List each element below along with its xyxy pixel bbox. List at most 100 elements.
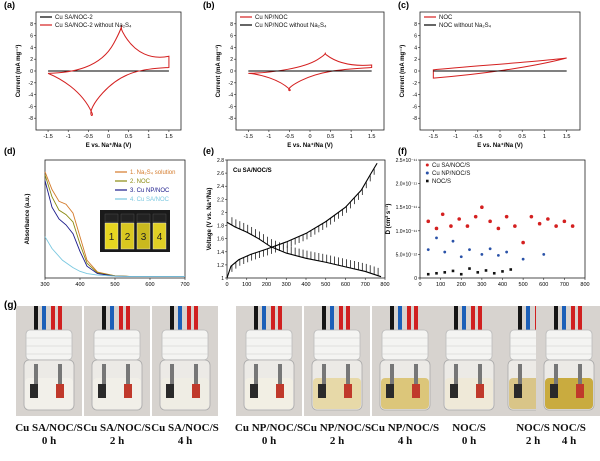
scatter-point (488, 247, 492, 251)
scatter-point (465, 224, 470, 228)
x-tick-label: 800 (580, 282, 589, 288)
scatter-point (426, 219, 431, 224)
scatter-point (505, 250, 509, 254)
y-tick-label: 1.8 (217, 224, 224, 230)
scatter-point (443, 250, 447, 254)
scatter-point (546, 217, 550, 221)
x-tick-label: 0 (107, 134, 110, 140)
cell-photo (236, 306, 302, 416)
chart-f: (f) 0 100 200 300 400 500 600 700 800 0 5.0×10⁻¹² 1.… (385, 146, 590, 288)
scatter-point (468, 267, 471, 270)
y-tick-label: 6 (414, 34, 417, 40)
x-tick-label: 200 (262, 282, 271, 288)
x-tick-label: 200 (457, 282, 466, 288)
x-tick-label: 700 (361, 282, 370, 288)
x-tick-label: 500 (110, 282, 119, 288)
y-tick-label: 0 (230, 69, 233, 75)
x-tick-label: 600 (145, 282, 154, 288)
scatter-point (570, 224, 575, 228)
photo-caption: NOC/S 4 h (533, 422, 600, 448)
x-tick-label: -1.5 (244, 134, 253, 140)
x-tick-label: 1 (147, 134, 150, 140)
chart-a: (a) -1.5 -1 -0.5 0 0.5 1 1.5 -8 -6 -4 -2 0 2 4 6 8 E vs. … (4, 0, 182, 149)
panel-g-label: (g) (4, 300, 17, 311)
y-tick-label: 2 (230, 57, 233, 63)
photo-caption: Cu NP/NOC/S 2 h (301, 422, 373, 448)
photo-caption: Cu NP/NOC/S 4 h (369, 422, 441, 448)
caption-sample: Cu NP/NOC/S (370, 422, 440, 434)
scatter-point (492, 271, 496, 275)
caption-time: 2 h (329, 435, 345, 447)
y-axis-label: Current (mA mg⁻¹) (15, 45, 22, 98)
y-tick-label: -8 (29, 116, 34, 122)
x-tick-label: 300 (282, 282, 291, 288)
y-tick-label: -2 (29, 81, 34, 87)
y-tick-label: 6 (30, 34, 33, 40)
y-tick-label: 2.6 (217, 171, 224, 177)
y-tick-label: -8 (413, 116, 418, 122)
scatter-point (473, 214, 478, 219)
x-tick-label: 0 (308, 134, 311, 140)
scatter-point (513, 224, 517, 228)
series-0 (248, 52, 373, 92)
y-axis-label: Current (mA mg⁻¹) (215, 45, 222, 98)
caption-time: 0 h (41, 435, 57, 447)
x-tick-label: 500 (321, 282, 330, 288)
scatter-point (443, 271, 447, 274)
y-tick-label: 2.4 (217, 184, 224, 190)
scatter-point (521, 240, 525, 245)
y-axis-label: Current (mA mg⁻¹) (399, 45, 406, 98)
panel-g-photos: (g) Cu SA/NOC/S 0 h Cu SA/NOC/S 2 h (0, 300, 600, 461)
x-tick-label: 400 (75, 282, 84, 288)
vial-label: 2 (125, 232, 131, 243)
scatter-point (459, 272, 463, 276)
legend-label: 1. Na₂S₄ solution (130, 170, 175, 176)
scatter-point (509, 268, 513, 271)
legend-label: NOC/S (432, 179, 451, 185)
legend-marker (425, 171, 429, 175)
y-tick-label: -2 (229, 81, 234, 87)
vial (136, 222, 151, 250)
scatter-point (468, 248, 471, 252)
y-tick-label: -4 (413, 93, 418, 99)
photo-caption: Cu NP/NOC/S 0 h (233, 422, 305, 448)
scatter-point (554, 224, 558, 228)
legend-label: Cu NP/NOC without Na₂S₄ (255, 23, 327, 29)
chart-e: (e) 0 100 200 300 400 500 600 700 800 1 1.2 1.4 1.6 1.… (203, 146, 390, 288)
scatter-point (435, 236, 438, 240)
y-tick-label: 4 (30, 45, 33, 51)
y-tick-label: 1 (221, 276, 224, 282)
y-tick-label: -8 (229, 116, 234, 122)
scatter-point (480, 253, 484, 256)
legend-label: NOC without Na₂S₄ (439, 23, 492, 29)
panel-label: (f) (398, 146, 407, 156)
vial-cap (152, 213, 167, 223)
caption-sample: NOC/S (552, 422, 586, 434)
photo-caption: Cu SA/NOC/S 0 h (13, 422, 85, 448)
caption-sample: Cu SA/NOC/S (83, 422, 151, 434)
y-tick-label: 0 (414, 276, 417, 282)
x-tick-label: -1.5 (429, 134, 438, 140)
y-tick-label: 0 (30, 69, 33, 75)
cell-photo (536, 306, 600, 416)
x-tick-label: -0.5 (473, 134, 482, 140)
vial-label: 1 (109, 232, 115, 243)
y-tick-label: -6 (229, 104, 234, 110)
legend-label: Cu SA/NOC-2 (55, 15, 93, 21)
y-tick-label: -6 (413, 104, 418, 110)
x-tick-label: 800 (380, 282, 389, 288)
x-tick-label: -1 (266, 134, 271, 140)
scatter-point (435, 271, 438, 275)
x-tick-label: 100 (242, 282, 251, 288)
caption-time: 0 h (261, 435, 277, 447)
x-tick-label: 1.5 (165, 134, 173, 140)
y-tick-label: 4 (414, 45, 417, 51)
caption-time: 2 h (525, 435, 541, 447)
x-axis-label: E vs. Na⁺/Na (V) (477, 142, 523, 149)
chart-d: (d)300400500600700Wavelength (nm)Absorba… (4, 146, 190, 288)
photo-caption: NOC/S 2 h (497, 422, 569, 448)
plot-frame (419, 159, 586, 279)
x-tick-label: 1.5 (563, 134, 571, 140)
caption-time: 4 h (177, 435, 193, 447)
caption-sample: NOC/S (516, 422, 550, 434)
